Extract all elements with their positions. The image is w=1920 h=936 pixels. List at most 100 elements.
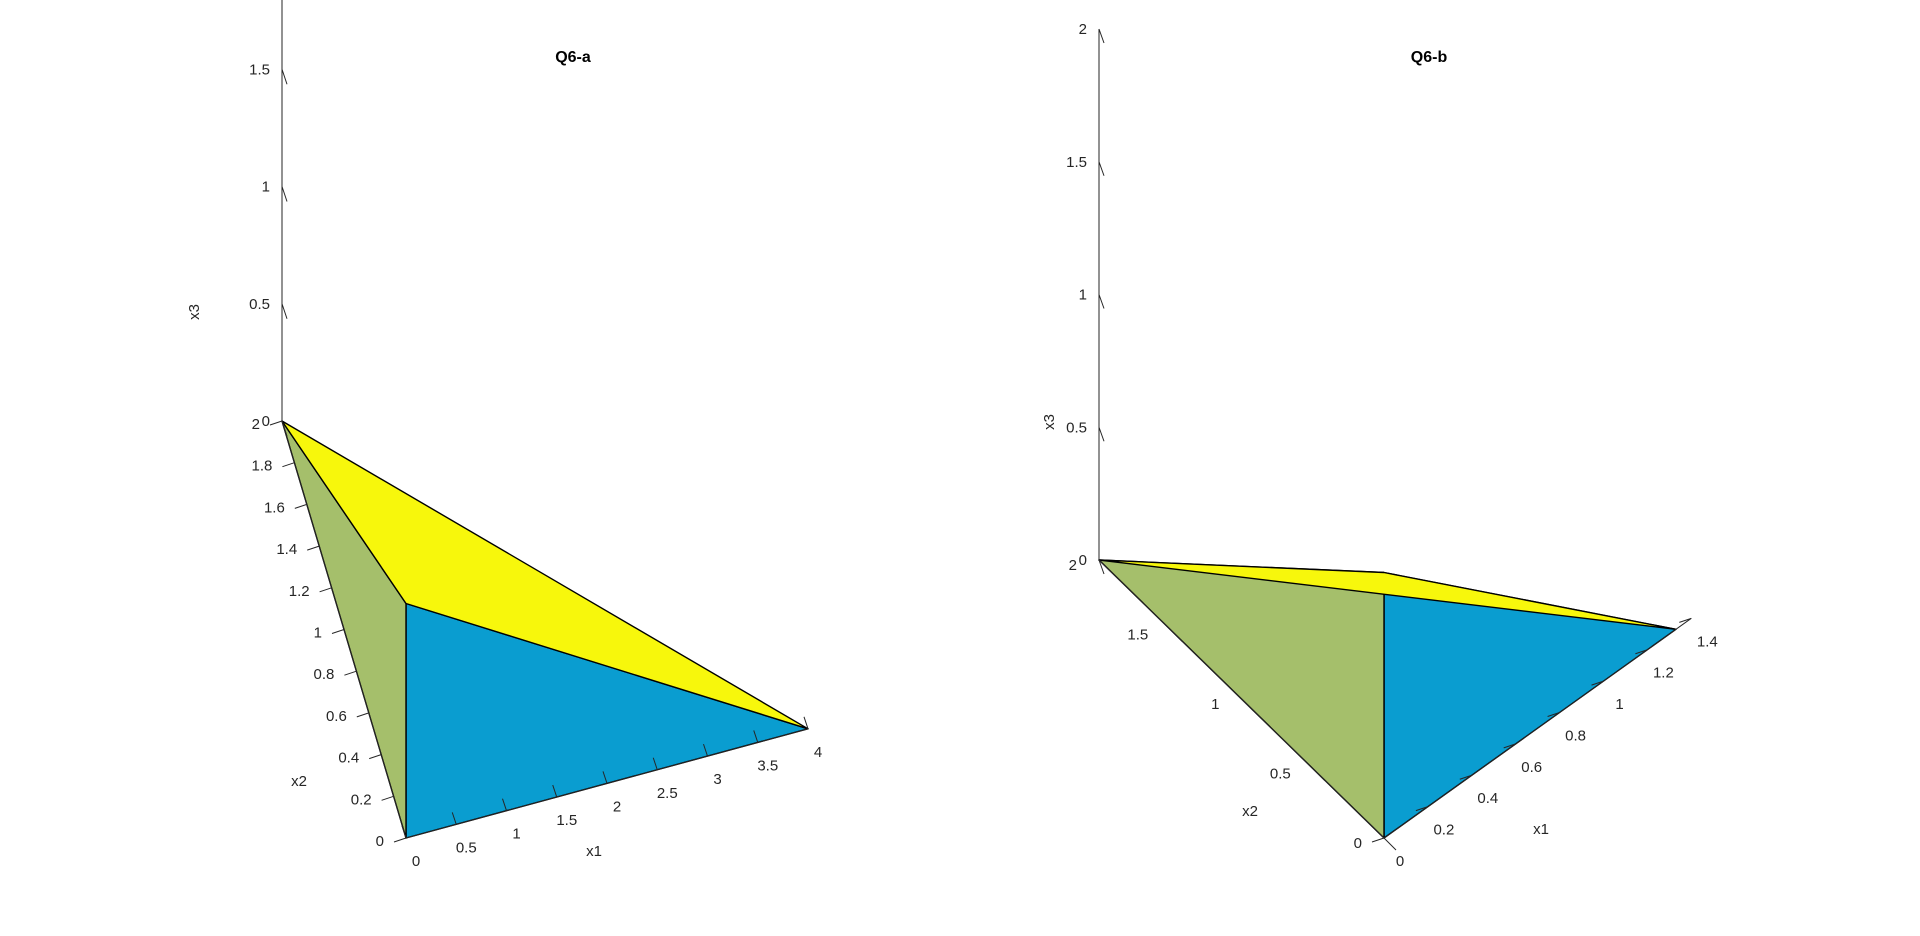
z-tick-label: 0 — [262, 413, 270, 430]
x-tick-label: 1 — [1615, 696, 1623, 713]
x-tick-mark — [502, 798, 507, 811]
z-tick-mark — [1098, 161, 1105, 176]
x-tick-label: 0.5 — [456, 839, 477, 856]
z-tick-mark — [1098, 28, 1105, 44]
y-tick-label: 0.4 — [338, 750, 359, 767]
y-tick-mark — [269, 420, 283, 426]
chart-a-faces — [281, 420, 809, 839]
x-tick-mark — [1635, 649, 1648, 655]
x-tick-mark — [401, 825, 407, 839]
x-axis-label: x1 — [586, 843, 602, 860]
y-tick-mark — [307, 545, 320, 551]
y-tick-mark — [1098, 559, 1112, 573]
chart-a-axes: 0 0.5 1 1.5 2 2.5 3 3.5 4 0 0.2 0.4 0.6 0.8 1 1.2 1.4 1.6… — [249, 0, 822, 870]
y-tick-mark — [393, 837, 407, 843]
x-tick-mark — [1459, 774, 1472, 780]
x-tick-label: 4 — [814, 744, 822, 761]
x-tick-mark — [1679, 617, 1692, 623]
y-tick-label: 0.6 — [326, 708, 347, 725]
face-plane — [281, 420, 809, 730]
z-tick-mark — [281, 186, 288, 202]
face-plane — [1098, 559, 1677, 631]
y-tick-label: 1.2 — [289, 583, 310, 600]
z-tick-mark — [1098, 559, 1105, 575]
chart-b-faces — [1098, 559, 1677, 839]
x-tick-mark — [703, 743, 708, 757]
y-axis-label: x2 — [291, 773, 307, 790]
z-tick-mark — [281, 303, 288, 319]
x-tick-label: 2.5 — [657, 785, 678, 802]
z-tick-label: 0.5 — [249, 296, 270, 313]
y-axis-label: x2 — [1242, 803, 1258, 820]
x-tick-mark — [1503, 743, 1516, 749]
y-tick-label: 0.5 — [1270, 766, 1291, 783]
y-tick-label: 2 — [1069, 557, 1077, 574]
x-tick-label: 0.6 — [1521, 759, 1542, 776]
z-tick-label: 1.5 — [1066, 154, 1087, 171]
x-tick-mark — [1415, 806, 1429, 812]
x-tick-mark — [652, 757, 658, 770]
x-tick-mark — [1547, 712, 1560, 717]
x-tick-label: 3.5 — [757, 757, 778, 774]
y-tick-mark — [1383, 837, 1397, 851]
y-tick-mark — [1241, 698, 1254, 712]
x-tick-label: 2 — [613, 798, 621, 815]
y-tick-label: 1 — [1211, 696, 1219, 713]
x-tick-label: 0.4 — [1477, 790, 1498, 807]
x-tick-label: 0.2 — [1433, 822, 1454, 839]
z-tick-label: 1 — [262, 179, 270, 196]
y-tick-label: 1.6 — [264, 499, 285, 516]
z-tick-mark — [281, 69, 288, 85]
z-tick-mark — [1098, 427, 1105, 442]
z-tick-label: 1.5 — [249, 61, 270, 78]
z-tick-mark — [1098, 294, 1105, 309]
chart-q6-a: Q6-a 0 0.5 1 1.5 2 2.5 3 3.5 4 0 0.2 0.4 0.6 0.8 1 1.2 1… — [186, 0, 822, 870]
x-tick-mark — [1371, 837, 1385, 843]
y-tick-label: 0 — [376, 833, 384, 850]
x-tick-mark — [803, 716, 809, 729]
y-tick-label: 0 — [1354, 835, 1362, 852]
z-tick-mark — [281, 420, 288, 437]
x-tick-mark — [552, 784, 558, 798]
chart-b-axes: 00.20.40.60.811.21.400.511.52 00.511.52 — [1066, 21, 1718, 870]
z-tick-label: 0.5 — [1066, 419, 1087, 436]
x-tick-mark — [451, 812, 457, 825]
x-tick-mark — [1591, 680, 1604, 686]
chart-q6-b: Q6-b 00.20.40.60.811.21.400.511.52 00.511… — [1041, 21, 1718, 870]
z-tick-label: 0 — [1079, 552, 1087, 569]
y-tick-mark — [356, 712, 369, 718]
y-tick-label: 1 — [314, 625, 322, 642]
y-tick-mark — [1169, 629, 1183, 642]
y-tick-mark — [282, 462, 295, 468]
z-tick-label: 1 — [1079, 287, 1087, 304]
x-tick-mark — [602, 771, 608, 784]
x-tick-label: 0 — [1396, 853, 1404, 870]
y-tick-mark — [369, 754, 382, 760]
z-axis-label: x3 — [1041, 414, 1058, 430]
x-tick-label: 1.2 — [1653, 665, 1674, 682]
y-tick-mark — [1312, 768, 1326, 781]
chart-title: Q6-a — [555, 49, 591, 66]
z-axis-label: x3 — [186, 304, 203, 320]
z-tick-label: 2 — [1079, 21, 1087, 38]
x-tick-label: 3 — [713, 771, 721, 788]
x-tick-mark — [753, 730, 759, 743]
y-tick-mark — [319, 587, 332, 593]
y-tick-mark — [331, 629, 345, 634]
x-axis-line — [1383, 617, 1692, 839]
x-tick-label: 0.8 — [1565, 727, 1586, 744]
x-tick-label: 0 — [412, 853, 420, 870]
y-tick-label: 2 — [252, 416, 260, 433]
chart-title: Q6-b — [1411, 49, 1448, 66]
y-tick-mark — [344, 670, 357, 676]
x-tick-label: 1 — [512, 826, 520, 843]
y-tick-label: 0.8 — [314, 666, 335, 683]
y-tick-label: 1.5 — [1127, 627, 1148, 644]
y-tick-mark — [381, 795, 394, 801]
x-axis-label: x1 — [1533, 821, 1549, 838]
y-tick-label: 0.2 — [351, 791, 372, 808]
x-tick-label: 1.4 — [1697, 633, 1718, 650]
y-tick-label: 1.8 — [252, 458, 273, 475]
y-tick-mark — [294, 503, 307, 509]
